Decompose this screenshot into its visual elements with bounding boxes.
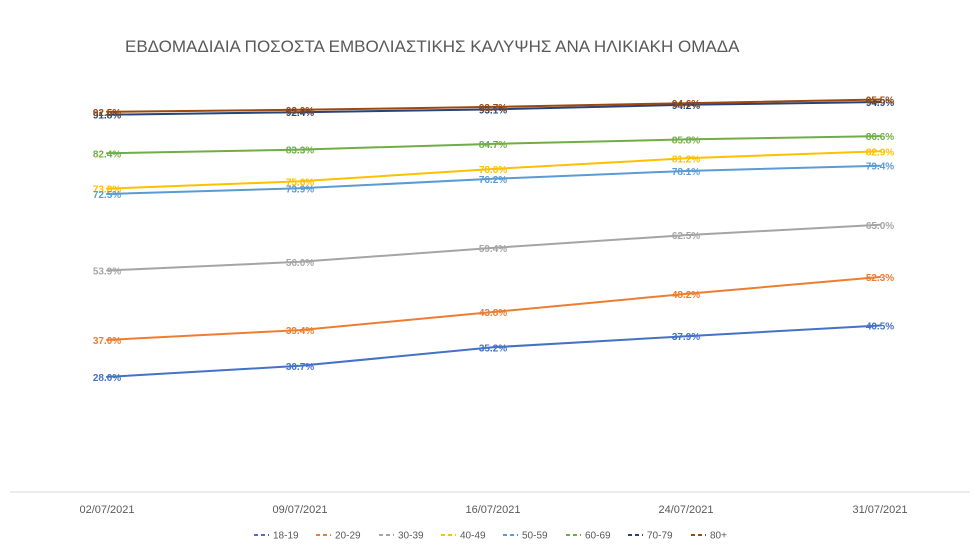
data-label: 95.5% bbox=[866, 96, 894, 107]
legend: 18-19 20-29 30-39 40-49 50-59 60-69 70-79 80+ bbox=[254, 531, 727, 542]
data-label: 94.2% bbox=[672, 101, 700, 112]
data-label: 92.5% bbox=[93, 108, 121, 119]
data-label: 37.9% bbox=[672, 332, 700, 343]
data-label: 82.4% bbox=[93, 149, 121, 160]
x-tick-label: 24/07/2021 bbox=[658, 504, 713, 516]
data-label: 43.8% bbox=[479, 308, 507, 319]
data-label: 91.8% bbox=[93, 111, 121, 122]
data-label: 86.6% bbox=[866, 132, 894, 143]
data-label: 79.4% bbox=[866, 162, 894, 173]
data-label: 30.7% bbox=[286, 362, 314, 373]
data-label: 52.3% bbox=[866, 273, 894, 284]
series-line-70-79 bbox=[106, 101, 881, 116]
data-label: 83.3% bbox=[286, 146, 314, 157]
data-label: 75.6% bbox=[286, 177, 314, 188]
data-label: 28.0% bbox=[93, 373, 121, 384]
data-label: 93.0% bbox=[286, 106, 314, 117]
legend-label-80+: 80+ bbox=[710, 531, 727, 542]
data-label: 93.7% bbox=[479, 103, 507, 114]
data-label: 94.9% bbox=[866, 98, 894, 109]
chart-title: ΕΒΔΟΜΑΔΙΑΙΑ ΠΟΣΟΣΤΑ ΕΜΒΟΛΙΑΣΤΙΚΗΣ ΚΑΛΥΨΗ… bbox=[125, 37, 740, 56]
series-line-50-59 bbox=[106, 164, 881, 195]
legend-label-18-19: 18-19 bbox=[273, 531, 299, 542]
data-label: 94.6% bbox=[672, 99, 700, 110]
series-line-60-69 bbox=[106, 135, 881, 155]
series-line-80+ bbox=[106, 98, 881, 113]
data-label: 82.9% bbox=[866, 147, 894, 158]
legend-label-70-79: 70-79 bbox=[647, 531, 673, 542]
data-label: 73.8% bbox=[93, 185, 121, 196]
x-tick-label: 16/07/2021 bbox=[465, 504, 520, 516]
data-label: 78.1% bbox=[672, 167, 700, 178]
data-label: 93.1% bbox=[479, 105, 507, 116]
x-tick-label: 09/07/2021 bbox=[272, 504, 327, 516]
data-label: 73.9% bbox=[286, 184, 314, 195]
series-line-40-49 bbox=[106, 150, 881, 190]
data-label: 37.0% bbox=[93, 336, 121, 347]
x-tick-label: 02/07/2021 bbox=[79, 504, 134, 516]
data-label: 53.9% bbox=[93, 267, 121, 278]
data-label: 48.2% bbox=[672, 290, 700, 301]
data-label: 62.5% bbox=[672, 231, 700, 242]
data-labels: 28.0% 30.7% 35.2% 37.9% 40.5% 37.0% 39.4% 43.8%… bbox=[93, 96, 894, 384]
series-layer bbox=[106, 98, 881, 378]
data-label: 65.0% bbox=[866, 221, 894, 232]
data-label: 84.7% bbox=[479, 140, 507, 151]
data-label: 92.4% bbox=[286, 108, 314, 119]
data-label: 56.0% bbox=[286, 258, 314, 269]
x-axis-ticks: 02/07/2021 09/07/2021 16/07/2021 24/07/2021… bbox=[79, 504, 907, 516]
data-label: 39.4% bbox=[286, 326, 314, 337]
x-tick-label: 31/07/2021 bbox=[852, 504, 907, 516]
data-label: 76.2% bbox=[479, 175, 507, 186]
data-label: 35.2% bbox=[479, 343, 507, 354]
data-label: 40.5% bbox=[866, 322, 894, 333]
data-label: 85.8% bbox=[672, 135, 700, 146]
series-line-18-19 bbox=[106, 324, 881, 378]
legend-label-20-29: 20-29 bbox=[335, 531, 361, 542]
data-label: 59.4% bbox=[479, 244, 507, 255]
data-label: 72.5% bbox=[93, 190, 121, 201]
legend-label-40-49: 40-49 bbox=[460, 531, 486, 542]
legend-label-30-39: 30-39 bbox=[398, 531, 424, 542]
legend-label-60-69: 60-69 bbox=[585, 531, 611, 542]
data-label: 78.6% bbox=[479, 165, 507, 176]
data-label: 81.2% bbox=[672, 154, 700, 165]
legend-label-50-59: 50-59 bbox=[522, 531, 548, 542]
series-line-20-29 bbox=[106, 276, 881, 341]
series-line-30-39 bbox=[106, 223, 881, 272]
